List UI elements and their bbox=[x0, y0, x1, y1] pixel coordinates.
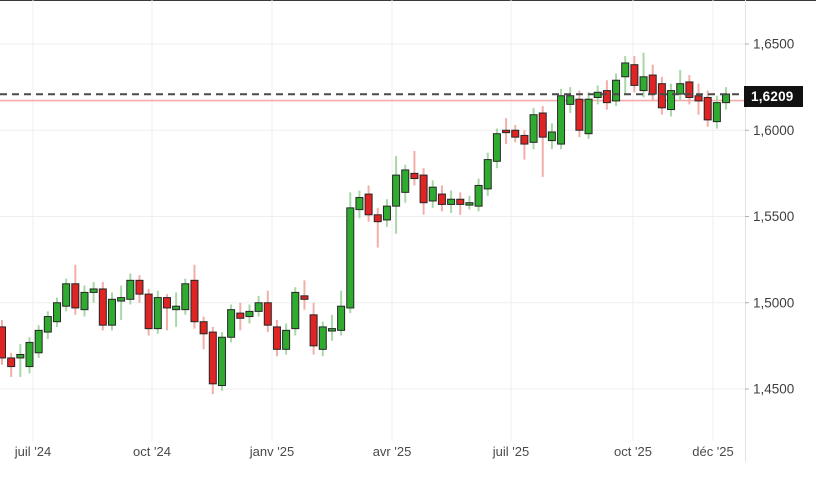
candle bbox=[300, 280, 309, 310]
candle bbox=[309, 302, 318, 355]
candle bbox=[43, 311, 52, 339]
candle bbox=[107, 292, 116, 331]
candle bbox=[557, 88, 566, 150]
candle bbox=[685, 75, 694, 105]
candle bbox=[34, 325, 43, 358]
candle bbox=[419, 168, 428, 215]
candle bbox=[639, 52, 648, 98]
candle bbox=[62, 278, 71, 312]
x-axis-label: déc '25 bbox=[692, 444, 734, 459]
candle bbox=[456, 192, 465, 215]
candle bbox=[0, 320, 6, 365]
x-axis-label: juil '25 bbox=[492, 444, 529, 459]
candle bbox=[566, 87, 575, 113]
candle bbox=[199, 316, 208, 350]
candle bbox=[703, 90, 712, 127]
x-axis-labels: juil '24 oct '24 janv '25 avr '25 juil '25 oc… bbox=[14, 444, 734, 459]
candle bbox=[153, 290, 162, 334]
candle bbox=[282, 323, 291, 355]
candle bbox=[291, 287, 300, 336]
current-price-badge: 1,6209 bbox=[744, 86, 803, 107]
candle bbox=[208, 326, 217, 395]
candle bbox=[263, 290, 272, 333]
candle bbox=[126, 273, 135, 305]
y-axis-label: 1,5000 bbox=[753, 295, 794, 310]
candle bbox=[144, 288, 153, 336]
x-axis-label: oct '24 bbox=[133, 444, 171, 459]
candle bbox=[117, 285, 126, 320]
candle bbox=[172, 292, 181, 327]
candle bbox=[355, 190, 364, 219]
candle bbox=[71, 264, 80, 315]
candle bbox=[694, 83, 703, 115]
x-axis-label: avr '25 bbox=[373, 444, 412, 459]
y-axis-label: 1,4500 bbox=[753, 382, 794, 397]
candle bbox=[254, 295, 263, 317]
candle bbox=[162, 294, 171, 331]
candle bbox=[227, 304, 236, 343]
candle bbox=[667, 83, 676, 117]
candle bbox=[135, 275, 144, 303]
candle bbox=[327, 314, 336, 341]
candle bbox=[80, 285, 89, 317]
candle bbox=[272, 320, 281, 357]
candle bbox=[190, 264, 199, 329]
candle bbox=[392, 156, 401, 234]
candle bbox=[181, 278, 190, 315]
candle bbox=[520, 130, 529, 160]
candle bbox=[502, 118, 511, 145]
candle bbox=[511, 125, 520, 143]
candle bbox=[612, 73, 621, 107]
candle bbox=[318, 321, 327, 357]
x-axis-label: juil '24 bbox=[14, 444, 51, 459]
candle bbox=[447, 190, 456, 214]
candles-series bbox=[0, 52, 731, 395]
x-axis-label: oct '25 bbox=[614, 444, 652, 459]
candle bbox=[410, 150, 419, 186]
candle bbox=[547, 123, 556, 150]
candle bbox=[722, 87, 731, 110]
gridlines bbox=[0, 0, 749, 462]
candle bbox=[428, 180, 437, 208]
x-axis-label: janv '25 bbox=[249, 444, 294, 459]
candle bbox=[648, 64, 657, 101]
candle bbox=[657, 76, 666, 115]
candle bbox=[676, 69, 685, 101]
candle bbox=[584, 92, 593, 139]
candle bbox=[483, 152, 492, 196]
candle bbox=[465, 195, 474, 210]
candle bbox=[382, 199, 391, 227]
candle bbox=[712, 95, 721, 129]
candle bbox=[52, 297, 61, 327]
candle bbox=[373, 207, 382, 248]
candle bbox=[245, 304, 254, 324]
y-axis-label: 1,6000 bbox=[753, 123, 794, 138]
candle bbox=[7, 352, 16, 377]
candle bbox=[401, 164, 410, 203]
candle bbox=[364, 185, 373, 222]
candle bbox=[621, 56, 630, 95]
y-axis-label: 1,5500 bbox=[753, 209, 794, 224]
candle bbox=[492, 128, 501, 169]
candle bbox=[217, 332, 226, 391]
candle bbox=[346, 192, 355, 314]
candle bbox=[437, 185, 446, 212]
candle bbox=[538, 106, 547, 177]
candle bbox=[236, 302, 245, 331]
candle bbox=[337, 290, 346, 336]
y-axis-label: 1,6500 bbox=[753, 37, 794, 52]
candle bbox=[89, 282, 98, 303]
top-border-line bbox=[0, 0, 816, 1]
candle bbox=[16, 344, 25, 377]
candle bbox=[474, 178, 483, 212]
candle bbox=[98, 282, 107, 331]
candle bbox=[630, 56, 639, 93]
y-axis-labels: 1,6500 1,6000 1,5500 1,5000 1,4500 bbox=[753, 37, 794, 397]
candle bbox=[529, 107, 538, 150]
candle bbox=[25, 337, 34, 374]
candle bbox=[575, 90, 584, 138]
